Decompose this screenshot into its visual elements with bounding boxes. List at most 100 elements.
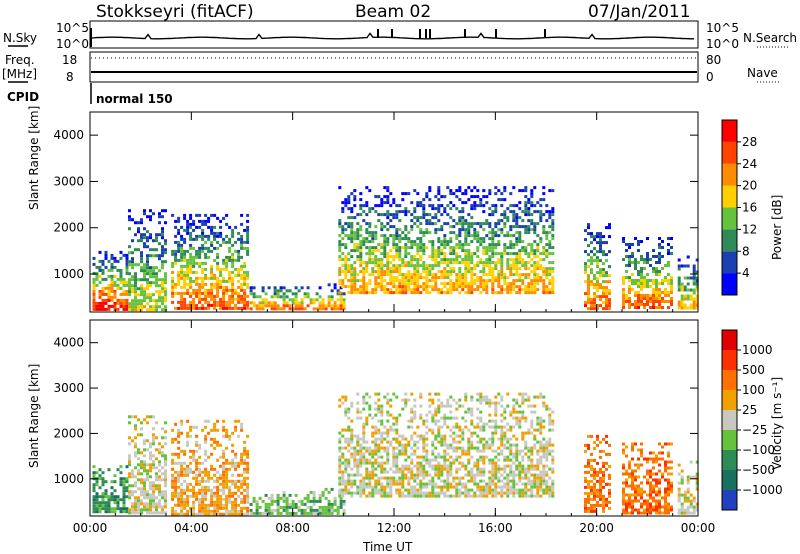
- echo-cell: [407, 464, 411, 468]
- echo-cell: [131, 490, 134, 494]
- echo-cell: [338, 437, 342, 441]
- echo-cell: [158, 242, 161, 246]
- echo-cell: [113, 510, 117, 514]
- echo-cell: [240, 425, 244, 429]
- echo-cell: [416, 267, 420, 271]
- echo-cell: [431, 264, 435, 268]
- echo-cell: [533, 434, 537, 438]
- echo-cell: [128, 227, 131, 231]
- echo-cell: [344, 482, 348, 486]
- echo-cell: [359, 213, 363, 217]
- echo-cell: [476, 398, 480, 402]
- echo-cell: [634, 258, 637, 261]
- echo-cell: [374, 246, 378, 250]
- nsky-strip-frame: [89, 20, 699, 49]
- echo-cell: [422, 491, 426, 495]
- echo-cell: [338, 186, 342, 190]
- echo-cell: [98, 501, 102, 505]
- echo-cell: [461, 282, 465, 286]
- echo-cell: [518, 255, 522, 259]
- echo-cell: [198, 491, 202, 495]
- echo-cell: [497, 273, 501, 277]
- echo-cell: [503, 222, 507, 226]
- echo-cell: [398, 204, 402, 208]
- echo-cell: [177, 428, 181, 432]
- echo-cell: [243, 440, 247, 444]
- echo-cell: [149, 209, 152, 213]
- echo-cell: [149, 218, 152, 222]
- echo-cell: [512, 252, 516, 256]
- echo-cell: [503, 234, 507, 238]
- echo-cell: [330, 487, 334, 491]
- echo-cell: [527, 267, 531, 271]
- echo-cell: [431, 398, 435, 402]
- echo-cell: [383, 240, 387, 244]
- echo-cell: [213, 231, 217, 235]
- echo-cell: [155, 466, 158, 470]
- echo-cell: [491, 431, 495, 435]
- echo-cell: [201, 291, 205, 295]
- echo-cell: [225, 506, 229, 510]
- echo-cell: [503, 210, 507, 214]
- echo-cell: [443, 464, 447, 468]
- echo-cell: [587, 277, 590, 281]
- echo-cell: [467, 258, 471, 262]
- echo-cell: [285, 499, 289, 503]
- echo-cell: [527, 201, 531, 205]
- echo-cell: [545, 255, 549, 259]
- echo-cell: [524, 440, 528, 444]
- echo-cell: [380, 482, 384, 486]
- echo-cell: [207, 294, 211, 298]
- echo-cell: [395, 416, 399, 420]
- echo-cell: [180, 234, 184, 238]
- echo-cell: [404, 473, 408, 477]
- echo-cell: [192, 449, 196, 453]
- echo-cell: [605, 259, 608, 263]
- echo-cell: [152, 490, 155, 494]
- echo-cell: [371, 288, 375, 292]
- echo-cell: [488, 404, 492, 408]
- echo-cell: [380, 410, 384, 414]
- echo-cell: [455, 288, 459, 292]
- echo-cell: [98, 307, 102, 311]
- echo-cell: [222, 506, 226, 510]
- echo-cell: [446, 404, 450, 408]
- echo-cell: [646, 300, 649, 303]
- echo-cell: [128, 436, 131, 440]
- echo-cell: [222, 237, 226, 241]
- echo-cell: [416, 288, 420, 292]
- echo-cell: [164, 454, 167, 458]
- echo-cell: [422, 267, 426, 271]
- echo-cell: [548, 267, 552, 271]
- echo-cell: [276, 496, 280, 500]
- echo-cell: [347, 234, 351, 238]
- echo-cell: [640, 282, 643, 285]
- echo-cell: [318, 505, 322, 509]
- echo-cell: [599, 271, 602, 275]
- echo-cell: [392, 437, 396, 441]
- echo-cell: [365, 392, 369, 396]
- echo-cell: [667, 264, 670, 267]
- echo-cell: [527, 219, 531, 223]
- echo-cell: [276, 289, 280, 293]
- echo-cell: [461, 491, 465, 495]
- echo-cell: [458, 482, 462, 486]
- echo-cell: [628, 276, 631, 279]
- echo-cell: [521, 416, 525, 420]
- echo-cell: [350, 494, 354, 498]
- echo-cell: [521, 189, 525, 193]
- echo-cell: [107, 304, 111, 308]
- echo-cell: [521, 225, 525, 229]
- echo-cell: [350, 455, 354, 459]
- echo-cell: [536, 491, 540, 495]
- echo-cell: [368, 210, 372, 214]
- echo-cell: [204, 494, 208, 498]
- echo-cell: [240, 500, 244, 504]
- echo-cell: [368, 222, 372, 226]
- echo-cell: [527, 213, 531, 217]
- echo-cell: [413, 410, 417, 414]
- echo-cell: [401, 261, 405, 265]
- echo-cell: [341, 228, 345, 232]
- echo-cell: [177, 219, 181, 223]
- echo-cell: [404, 264, 408, 268]
